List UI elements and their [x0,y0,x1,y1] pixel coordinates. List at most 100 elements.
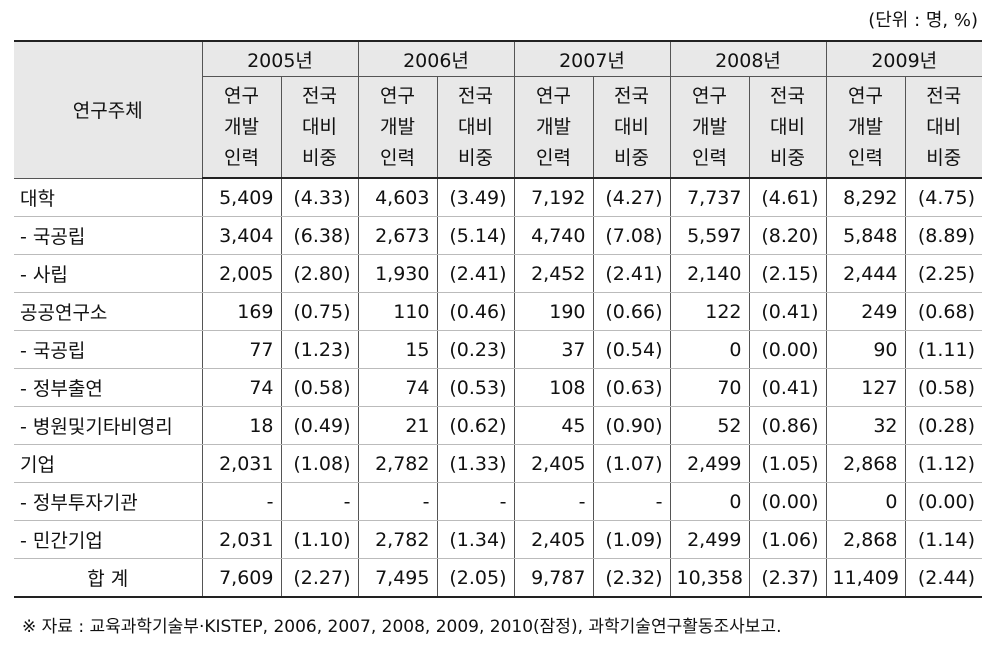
ratio-cell: (0.23) [437,330,515,369]
staff-cell: 32 [826,406,906,445]
staff-cell: 3,404 [202,216,282,255]
ratio-cell: (3.49) [437,177,515,217]
header-line: 인력 [692,146,727,169]
staff-cell: 7,737 [670,177,750,217]
staff-cell: 190 [514,292,594,331]
ratio-cell: - [437,482,515,521]
staff-cell: 127 [826,368,906,407]
ratio-cell: (1.05) [749,444,827,483]
year-header: 2007년 [513,40,671,77]
ratio-cell: (8.89) [905,216,982,255]
rnd-staff-header: 연구 개발 인력 [201,76,282,179]
header-line: 비중 [458,146,493,169]
row-label: 합 계 [14,558,203,598]
staff-cell: 52 [670,406,750,445]
table-row: 합 계 7,609 (2.27) 7,495 (2.05) 9,787 (2.32) 10,3… [14,558,982,598]
header-line: 비중 [770,146,805,169]
staff-cell: 2,405 [514,444,594,483]
ratio-cell: - [593,482,671,521]
row-label: - 정부투자기관 [14,482,203,521]
table-row: - 국공립 77 (1.23) 15 (0.23) 37 (0.54) 0 (0.00) 90 (1… [14,330,982,369]
ratio-cell: (0.53) [437,368,515,407]
staff-cell: 45 [514,406,594,445]
staff-cell: 15 [358,330,438,369]
header-line: 인력 [848,146,883,169]
row-label: - 국공립 [14,216,203,255]
header-line: 인력 [380,146,415,169]
header-line: 전국 [458,84,493,107]
ratio-cell: (2.27) [281,558,359,598]
ratio-cell: (1.09) [593,520,671,559]
staff-cell: 7,495 [358,558,438,598]
staff-cell: 2,673 [358,216,438,255]
ratio-cell: (0.00) [905,482,982,521]
ratio-cell: (2.80) [281,254,359,293]
staff-cell: 10,358 [670,558,750,598]
staff-cell: - [514,482,594,521]
staff-cell: 2,782 [358,444,438,483]
row-label: - 국공립 [14,330,203,369]
staff-cell: 2,499 [670,444,750,483]
staff-cell: 21 [358,406,438,445]
header-line: 연구 [380,84,415,107]
row-label: - 민간기업 [14,520,203,559]
ratio-cell: (2.32) [593,558,671,598]
ratio-cell: - [281,482,359,521]
ratio-cell: (0.58) [281,368,359,407]
year-header: 2006년 [357,40,515,77]
header-line: 전국 [770,84,805,107]
national-ratio-header: 전국 대비 비중 [280,76,359,179]
ratio-cell: (0.28) [905,406,982,445]
source-note: ※ 자료 : 교육과학기술부·KISTEP, 2006, 2007, 2008,… [22,617,782,637]
staff-cell: 90 [826,330,906,369]
staff-cell: 2,868 [826,444,906,483]
header-line: 개발 [536,115,571,138]
unit-note: (단위 : 명, %) [868,10,978,31]
header-line: 대비 [302,115,337,138]
rnd-staff-header: 연구 개발 인력 [669,76,750,179]
staff-cell: 2,868 [826,520,906,559]
staff-cell: 2,005 [202,254,282,293]
staff-cell: 70 [670,368,750,407]
staff-cell: 11,409 [826,558,906,598]
header-line: 비중 [926,146,962,169]
staff-cell: 18 [202,406,282,445]
header-line: 인력 [536,146,571,169]
ratio-cell: (0.00) [749,482,827,521]
header-line: 전국 [926,84,962,107]
table-row: - 국공립 3,404 (6.38) 2,673 (5.14) 4,740 (7.08) 5,… [14,216,982,255]
row-label: 기업 [14,444,203,483]
header-line: 연구 [224,84,259,107]
header-line: 대비 [614,115,649,138]
header-line: 대비 [770,115,805,138]
staff-cell: 249 [826,292,906,331]
staff-cell: 74 [358,368,438,407]
rnd-staff-header: 연구 개발 인력 [825,76,906,179]
row-label: - 정부출연 [14,368,203,407]
header-line: 연구 [848,84,883,107]
ratio-cell: (4.61) [749,177,827,217]
ratio-cell: (0.41) [749,292,827,331]
ratio-cell: (2.15) [749,254,827,293]
staff-cell: 5,848 [826,216,906,255]
staff-cell: 77 [202,330,282,369]
table-row: - 사립 2,005 (2.80) 1,930 (2.41) 2,452 (2.41) 2,1… [14,254,982,293]
staff-cell: - [358,482,438,521]
header-line: 비중 [614,146,649,169]
staff-cell: 1,930 [358,254,438,293]
ratio-cell: (1.06) [749,520,827,559]
table-body: 대학 5,409 (4.33) 4,603 (3.49) 7,192 (4.27) 7,737… [14,177,982,598]
national-ratio-header: 전국 대비 비중 [904,76,982,179]
staff-cell: 2,452 [514,254,594,293]
year-header: 2005년 [201,40,359,77]
ratio-cell: (1.08) [281,444,359,483]
staff-cell: 110 [358,292,438,331]
ratio-cell: (4.75) [905,177,982,217]
staff-cell: 0 [826,482,906,521]
table-row: - 병원및기타비영리 18 (0.49) 21 (0.62) 45 (0.90) 52 (0.8… [14,406,982,445]
header-line: 개발 [224,115,259,138]
staff-cell: 122 [670,292,750,331]
staff-cell: 2,031 [202,444,282,483]
ratio-cell: (1.34) [437,520,515,559]
